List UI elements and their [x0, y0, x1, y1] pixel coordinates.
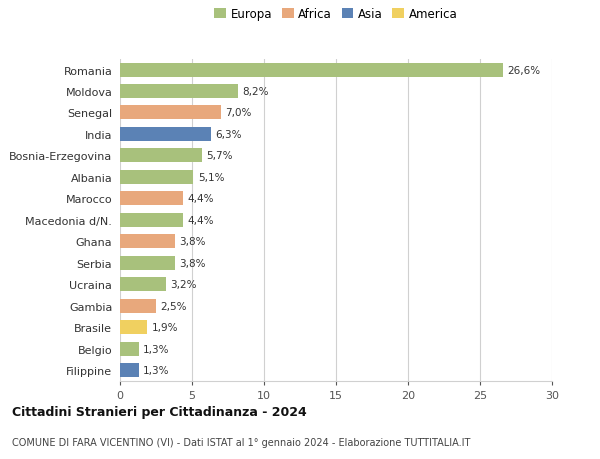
Bar	[120, 299, 156, 313]
Bar	[120, 85, 238, 99]
Bar	[120, 128, 211, 141]
Bar	[120, 342, 139, 356]
Text: COMUNE DI FARA VICENTINO (VI) - Dati ISTAT al 1° gennaio 2024 - Elaborazione TUT: COMUNE DI FARA VICENTINO (VI) - Dati IST…	[12, 437, 470, 447]
Text: 6,3%: 6,3%	[215, 129, 242, 140]
Legend: Europa, Africa, Asia, America: Europa, Africa, Asia, America	[214, 8, 458, 21]
Text: 3,2%: 3,2%	[170, 280, 197, 290]
Bar	[120, 364, 139, 377]
Text: Cittadini Stranieri per Cittadinanza - 2024: Cittadini Stranieri per Cittadinanza - 2…	[12, 405, 307, 419]
Bar	[120, 256, 175, 270]
Bar	[120, 106, 221, 120]
Text: 3,8%: 3,8%	[179, 237, 206, 247]
Bar	[120, 149, 202, 163]
Text: 4,4%: 4,4%	[188, 194, 214, 204]
Bar	[120, 320, 148, 334]
Text: 4,4%: 4,4%	[188, 215, 214, 225]
Bar	[120, 63, 503, 77]
Bar	[120, 170, 193, 185]
Text: 3,8%: 3,8%	[179, 258, 206, 268]
Text: 5,7%: 5,7%	[206, 151, 233, 161]
Bar	[120, 235, 175, 249]
Text: 5,1%: 5,1%	[198, 173, 224, 183]
Bar	[120, 213, 184, 227]
Text: 26,6%: 26,6%	[508, 65, 541, 75]
Text: 8,2%: 8,2%	[242, 87, 269, 97]
Text: 1,9%: 1,9%	[152, 322, 178, 332]
Text: 1,3%: 1,3%	[143, 344, 170, 354]
Text: 1,3%: 1,3%	[143, 365, 170, 375]
Bar	[120, 278, 166, 291]
Text: 2,5%: 2,5%	[160, 301, 187, 311]
Text: 7,0%: 7,0%	[225, 108, 251, 118]
Bar	[120, 192, 184, 206]
